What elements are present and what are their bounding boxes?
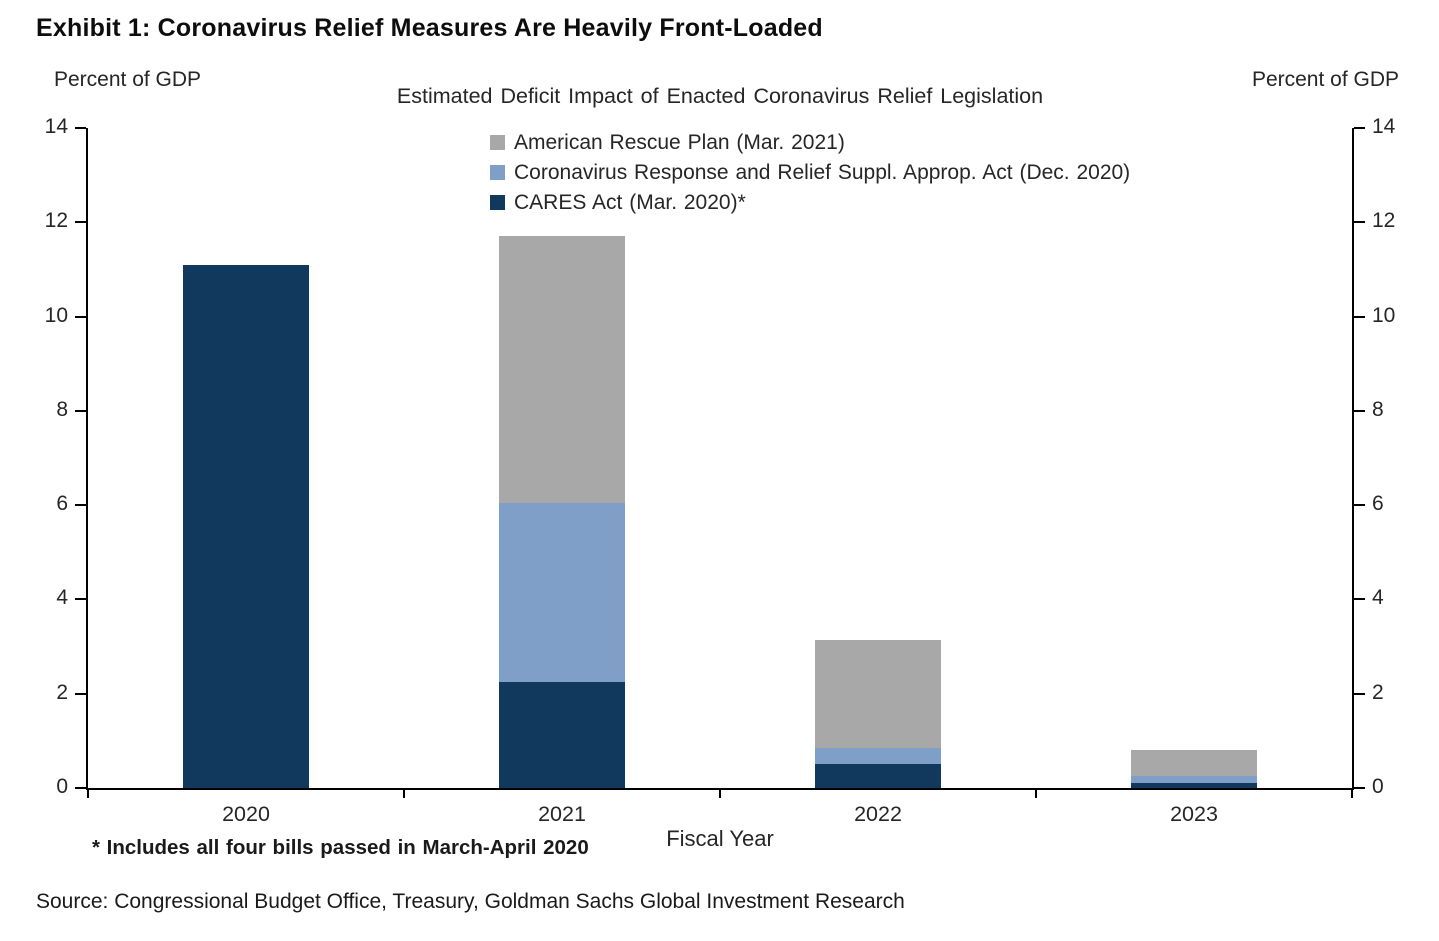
y-tick-left [75,504,86,507]
y-tick-label-right: 4 [1372,586,1384,610]
bar-2022-series-2 [815,639,941,748]
legend-label: Coronavirus Response and Relief Suppl. A… [514,161,1131,184]
source-attribution: Source: Congressional Budget Office, Tre… [36,890,905,913]
y-tick-label-left: 14 [44,115,68,138]
x-tick-label: 2020 [222,802,270,826]
y-tick-right [1354,409,1365,412]
bar-2023-series-2 [1131,750,1257,777]
y-tick-left [75,598,86,601]
legend-item: American Rescue Plan (Mar. 2021) [490,131,1130,155]
y-tick-label-right: 2 [1372,680,1384,704]
x-boundary-tick [1035,790,1037,798]
y-tick-left [75,221,86,224]
y-tick-right [1354,315,1365,318]
x-tick-label: 2022 [854,802,902,826]
legend-label: American Rescue Plan (Mar. 2021) [514,131,845,154]
y-tick-left [75,692,86,695]
bar-2021-series-0 [499,681,625,788]
x-boundary-tick [719,790,721,798]
y-tick-left [75,315,86,318]
chart-footnote: * Includes all four bills passed in Marc… [92,836,589,859]
x-axis-title: Fiscal Year [666,826,774,851]
y-tick-left [75,787,86,789]
y-tick-label-right: 6 [1372,492,1384,516]
chart-title: Estimated Deficit Impact of Enacted Coro… [396,84,1044,108]
bar-2021-series-1 [499,502,625,682]
x-tick-label: 2021 [538,802,586,826]
y-tick-label-left: 2 [56,680,68,704]
bar-2021-series-2 [499,236,625,503]
legend-swatch-icon [490,165,505,180]
chart-legend: American Rescue Plan (Mar. 2021) Coronavi… [490,131,1130,221]
y-axis-right [1352,128,1354,788]
x-axis [86,788,1354,790]
y-tick-label-right: 14 [1372,115,1396,138]
legend-swatch-icon [490,135,505,150]
legend-item: CARES Act (Mar. 2020)* [490,191,1130,215]
y-tick-label-left: 12 [44,209,68,233]
legend-swatch-icon [490,195,505,210]
y-tick-right [1354,127,1365,129]
x-boundary-tick [87,790,89,798]
y-tick-right [1354,221,1365,224]
y-tick-right [1354,787,1365,789]
y-tick-label-right: 8 [1372,397,1384,421]
bar-2022-series-0 [815,764,941,788]
y-tick-label-left: 4 [56,586,68,610]
y-tick-label-right: 12 [1372,209,1396,233]
y-axis-left [86,128,88,788]
bar-2023-series-1 [1131,776,1257,784]
x-boundary-tick [403,790,405,798]
left-axis-title: Percent of GDP [54,68,202,91]
y-tick-right [1354,598,1365,601]
right-axis-title: Percent of GDP [1251,68,1399,91]
y-tick-label-left: 0 [56,775,68,798]
y-tick-left [75,127,86,129]
y-tick-left [75,409,86,412]
legend-label: CARES Act (Mar. 2020)* [514,191,746,214]
y-tick-label-left: 10 [44,303,68,327]
y-tick-label-left: 8 [56,397,68,421]
y-tick-right [1354,504,1365,507]
bar-2022-series-1 [815,747,941,765]
y-tick-label-right: 0 [1372,775,1384,798]
exhibit-title: Exhibit 1: Coronavirus Relief Measures A… [36,14,823,42]
bar-2020-series-0 [183,264,309,788]
y-tick-label-right: 10 [1372,303,1396,327]
bar-2023-series-0 [1131,783,1257,788]
x-tick-label: 2023 [1170,802,1218,826]
y-tick-label-left: 6 [56,492,68,516]
legend-item: Coronavirus Response and Relief Suppl. A… [490,161,1130,185]
x-boundary-tick [1351,790,1353,798]
y-tick-right [1354,692,1365,695]
